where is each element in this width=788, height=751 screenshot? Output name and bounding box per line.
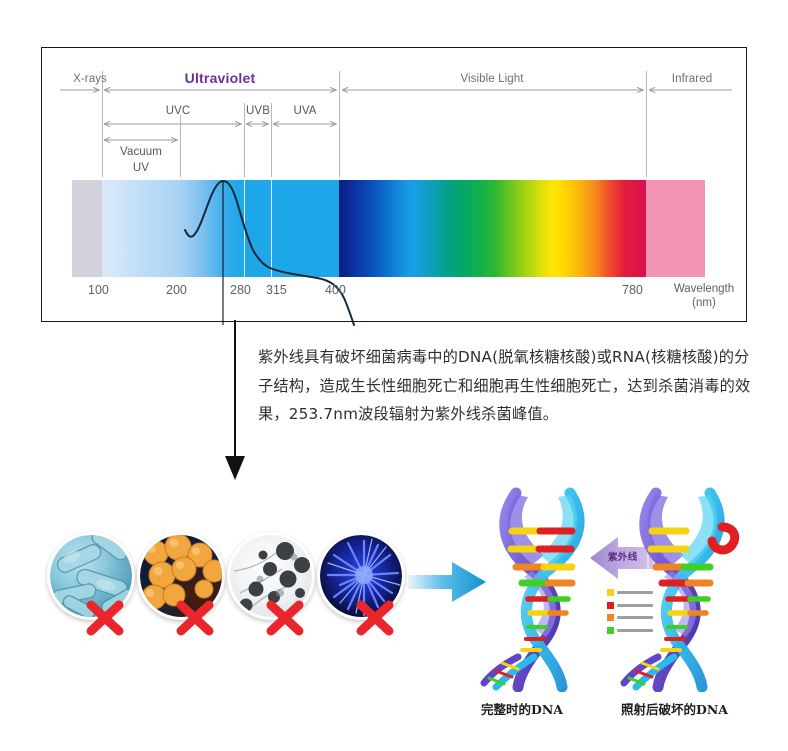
- band-label-visible-light: Visible Light: [460, 73, 524, 85]
- band-label-uvb: UVB: [246, 105, 270, 117]
- legend-label-2: [617, 603, 653, 607]
- legend-swatch-red: [607, 601, 614, 609]
- staphylococcus-icon: [141, 535, 222, 610]
- bacteria-rods-icon: [51, 535, 132, 617]
- legend-row-adenine: [607, 588, 669, 597]
- strip-segment-uvb: [244, 180, 271, 277]
- legend-swatch-orange: [607, 614, 614, 621]
- caption-damaged-dna: 照射后破坏的DNA: [621, 702, 728, 717]
- microbe-circle-mold-spores: [227, 532, 315, 620]
- legend-row-cytosine: [607, 626, 669, 635]
- microbe-circle-bacteria-rods: [47, 532, 135, 620]
- staphylococcus-image: [140, 535, 222, 617]
- caption-intact-dna: 完整时的DNA: [481, 702, 563, 717]
- dna-intact-figure: [478, 487, 608, 693]
- strip-segment-xrays: [72, 180, 102, 277]
- divider-315nm: [271, 103, 272, 177]
- mold-spores-image: [230, 535, 312, 617]
- legend-row-guanine: [607, 613, 669, 622]
- strip-segment-uvc: [180, 180, 244, 277]
- legend-label-4: [617, 628, 653, 632]
- dna-intact-icon: [480, 487, 585, 693]
- band-range-arrows: [60, 48, 732, 183]
- microbe-circle-staphylococcus: [137, 532, 225, 620]
- legend-label-3: [617, 616, 653, 619]
- spectrum-color-strip: [72, 180, 705, 277]
- strip-segment-infrared: [646, 180, 705, 277]
- tick-label-280: 280: [230, 283, 251, 297]
- legend-swatch-yellow: [607, 589, 614, 596]
- divider-200nm: [180, 115, 181, 177]
- divider-280nm: [244, 103, 245, 177]
- band-label-ultraviolet: Ultraviolet: [184, 70, 256, 86]
- connector-arrow-down: [225, 320, 245, 480]
- tick-label-780: 780: [622, 283, 643, 297]
- dna-damaged-icon: [620, 487, 740, 693]
- description-paragraph: 紫外线具有破坏细菌病毒中的DNA(脱氧核糖核酸)或RNA(核糖核酸)的分子结构，…: [258, 348, 751, 423]
- divider-400nm: [339, 71, 340, 177]
- virus-burst-icon: [326, 538, 401, 617]
- divider-780nm: [646, 71, 647, 177]
- strip-divider-280: [244, 180, 245, 277]
- axis-unit-line2: (nm): [692, 297, 716, 310]
- dna-damaged-figure: [618, 487, 748, 693]
- tick-label-100: 100: [88, 283, 109, 297]
- divider-100nm: [102, 71, 103, 177]
- band-label-vacuum-uv-line2: UV: [132, 162, 150, 174]
- tick-label-400: 400: [325, 283, 346, 297]
- strip-segment-visible-light: [339, 180, 646, 277]
- legend-row-thymine: [607, 601, 669, 610]
- band-label-uva: UVA: [293, 105, 317, 117]
- legend-swatch-green: [607, 626, 614, 634]
- axis-unit-line1: Wavelength: [673, 283, 735, 295]
- strip-divider-315: [271, 180, 272, 277]
- legend-label-1: [617, 591, 653, 594]
- band-label-xrays: X-rays: [73, 73, 107, 85]
- band-label-vacuum-uv-line1: Vacuum: [120, 146, 162, 158]
- strip-segment-vacuum-uv: [102, 180, 180, 277]
- dna-base-legend: [607, 588, 669, 638]
- uv-arrow-label: 紫外线: [608, 552, 638, 563]
- band-label-uvc: UVC: [165, 105, 191, 117]
- microbe-circle-virus: [317, 532, 405, 620]
- blue-process-arrow: [408, 562, 486, 602]
- tick-label-200: 200: [166, 283, 187, 297]
- tick-label-315: 315: [266, 283, 287, 297]
- axis-unit-label: Wavelength (nm): [664, 282, 744, 311]
- mold-spores-icon: [233, 542, 310, 612]
- band-label-infrared: Infrared: [671, 73, 713, 85]
- spectrum-chart-panel: X-rays Ultraviolet UVC UVB UVA Vacuum UV…: [41, 47, 747, 326]
- virus-image: [320, 535, 402, 617]
- bacteria-rods-image: [50, 535, 132, 617]
- strip-segment-uva: [271, 180, 339, 277]
